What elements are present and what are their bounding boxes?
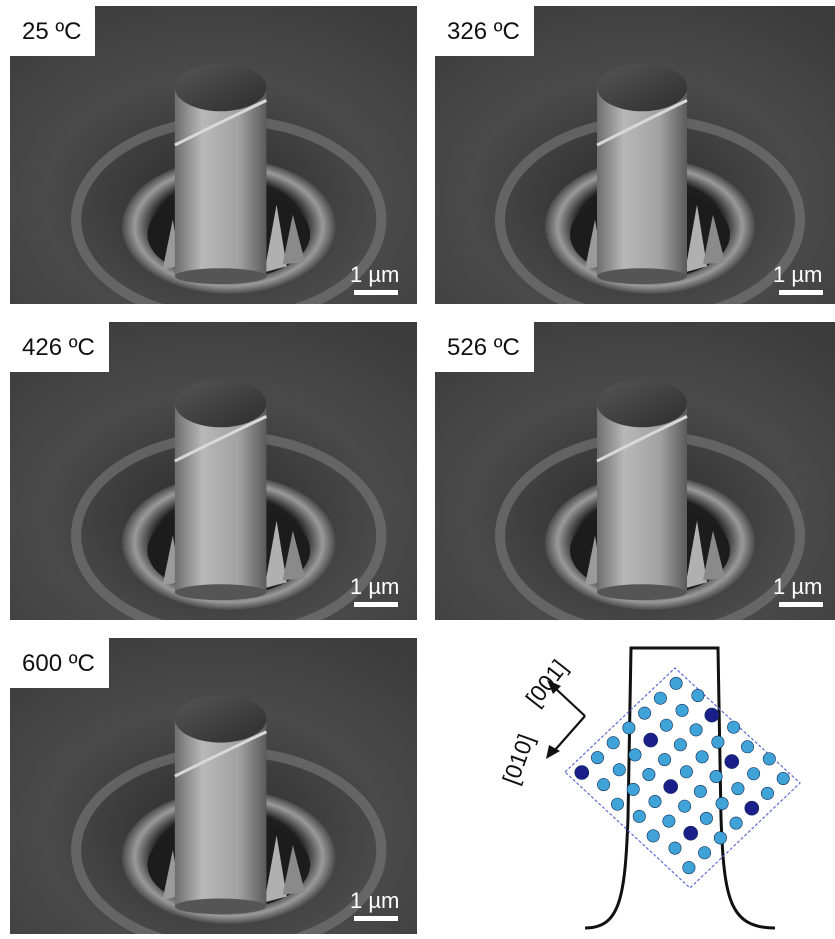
atom-light [611, 797, 625, 811]
atom-light [626, 782, 640, 796]
atom-light [658, 753, 672, 767]
unit-cell-outline [564, 667, 801, 889]
sem-panel-25c: 25 ºC 1 µm [10, 6, 417, 304]
atom-light [632, 809, 646, 823]
atom-light [646, 829, 660, 843]
direction-label-010: [010] [497, 731, 539, 788]
atom-light [776, 772, 790, 786]
sem-panel-326c: 326 ºC 1 µm [435, 6, 835, 304]
scale-bar-label: 1 µm [773, 262, 823, 287]
arrow-010 [554, 715, 586, 751]
atom-light [675, 703, 689, 717]
atom-light [711, 735, 725, 749]
atom-light [691, 688, 705, 702]
scale-bar-label: 1 µm [350, 574, 400, 599]
atom-light [713, 831, 727, 845]
scale-bar-label: 1 µm [350, 262, 400, 287]
atom-light [673, 738, 687, 752]
crystal-orientation-schematic: [001] [010] [435, 638, 835, 934]
atom-light [699, 811, 713, 825]
sem-panel-526c: 526 ºC 1 µm [435, 322, 835, 620]
atom-light [678, 799, 692, 813]
temperature-label: 526 ºC [435, 322, 534, 372]
atom-light [727, 720, 741, 734]
atom-light [760, 786, 774, 800]
atom-light [642, 768, 656, 782]
scale-bar [354, 602, 398, 607]
atom-light [648, 795, 662, 809]
atom-light [638, 706, 652, 720]
atom-light [606, 736, 620, 750]
atom-light [695, 750, 709, 764]
temperature-label: 426 ºC [10, 322, 109, 372]
atom-light [653, 691, 667, 705]
atom-light [679, 765, 693, 779]
scale-bar-label: 1 µm [773, 574, 823, 599]
atom-light [747, 767, 761, 781]
sem-panel-600c: 600 ºC 1 µm [10, 638, 417, 934]
sem-panel-426c: 426 ºC 1 µm [10, 322, 417, 620]
atom-light [668, 841, 682, 855]
arrow-001-head [547, 680, 561, 694]
temperature-label: 326 ºC [435, 6, 534, 56]
atom-light [622, 721, 636, 735]
atom-light [698, 846, 712, 860]
atom-light [682, 861, 696, 875]
atom-light [762, 752, 776, 766]
atom-lattice [574, 676, 790, 875]
atom-dark [704, 707, 720, 723]
scale-bar [779, 290, 823, 295]
atom-light [591, 751, 605, 765]
scale-bar [354, 290, 398, 295]
atom-light [689, 723, 703, 737]
atom-dark [724, 754, 740, 769]
scale-bar-label: 1 µm [350, 888, 400, 913]
atom-light [612, 763, 626, 777]
temperature-label: 25 ºC [10, 6, 96, 56]
atom-light [731, 782, 745, 796]
atom-light [740, 740, 754, 754]
arrow-010-head [546, 745, 560, 759]
atom-dark [744, 800, 760, 816]
pillar-outline [584, 646, 776, 930]
arrow-001 [554, 687, 586, 717]
atom-light [659, 718, 673, 732]
atom-light [715, 797, 729, 811]
atom-light [709, 770, 723, 784]
scale-bar [779, 602, 823, 607]
temperature-label: 600 ºC [10, 638, 109, 688]
atom-dark [663, 779, 678, 794]
atom-light [729, 816, 743, 830]
atom-light [693, 784, 707, 798]
atom-light [669, 676, 683, 690]
atom-dark [643, 732, 658, 748]
atom-dark [574, 765, 590, 780]
scale-bar [354, 916, 398, 921]
atom-light [662, 814, 676, 828]
direction-label-001: [001] [520, 655, 572, 711]
atom-dark [683, 825, 698, 841]
schematic-svg: [001] [010] [497, 646, 801, 930]
atom-light [597, 778, 611, 792]
atom-light [628, 748, 642, 762]
